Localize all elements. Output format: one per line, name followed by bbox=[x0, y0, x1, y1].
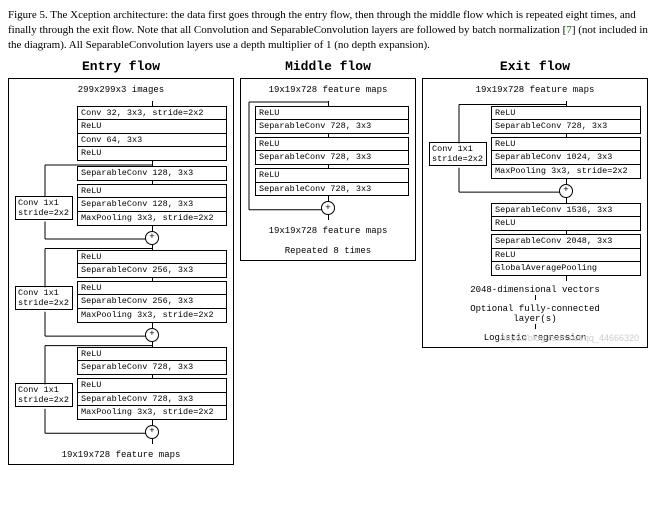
op-cell: SeparableConv 2048, 3x3 bbox=[491, 234, 641, 249]
connector bbox=[566, 179, 567, 184]
exit-vectors-label: 2048-dimensional vectors bbox=[429, 285, 641, 295]
entry-block1-b: ReLUSeparableConv 128, 3x3MaxPooling 3x3… bbox=[77, 184, 227, 226]
entry-skip-2: Conv 1x1 stride=2x2 bbox=[15, 286, 73, 310]
op-cell: SeparableConv 1536, 3x3 bbox=[491, 203, 641, 218]
exit-skip-1: Conv 1x1 stride=2x2 bbox=[429, 142, 487, 166]
exit-block2-a: SeparableConv 1536, 3x3ReLU bbox=[491, 203, 641, 231]
entry-skip-3: Conv 1x1 stride=2x2 bbox=[15, 383, 73, 407]
add-node: + bbox=[321, 201, 335, 215]
entry-stem-stack: Conv 32, 3x3, stride=2x2ReLUConv 64, 3x3… bbox=[77, 106, 227, 162]
op-cell: ReLU bbox=[77, 250, 227, 265]
op-cell: ReLU bbox=[491, 249, 641, 263]
exit-fc-label: Optional fully-connected layer(s) bbox=[429, 304, 641, 324]
op-cell: Conv 64, 3x3 bbox=[77, 134, 227, 148]
entry-input-label: 299x299x3 images bbox=[15, 85, 227, 95]
figure-caption: Figure 5. The Xception architecture: the… bbox=[8, 8, 658, 53]
entry-block3-b: ReLUSeparableConv 728, 3x3MaxPooling 3x3… bbox=[77, 378, 227, 420]
watermark-text: https://blog.csdn.net/qq_44666320 bbox=[501, 333, 639, 343]
entry-flow-column: Entry flow 299x299x3 images Conv 32, 3x3… bbox=[8, 59, 234, 465]
entry-flow-box: 299x299x3 images Conv 32, 3x3, stride=2x… bbox=[8, 78, 234, 465]
connector bbox=[566, 276, 567, 281]
op-cell: SeparableConv 728, 3x3 bbox=[255, 151, 409, 165]
op-cell: MaxPooling 3x3, stride=2x2 bbox=[491, 165, 641, 179]
entry-block1-a: SeparableConv 128, 3x3 bbox=[77, 166, 227, 181]
op-cell: MaxPooling 3x3, stride=2x2 bbox=[77, 309, 227, 323]
op-cell: SeparableConv 128, 3x3 bbox=[77, 166, 227, 181]
op-cell: MaxPooling 3x3, stride=2x2 bbox=[77, 406, 227, 420]
connector bbox=[152, 439, 153, 444]
connector bbox=[152, 226, 153, 231]
exit-block2-b: SeparableConv 2048, 3x3ReLUGlobalAverage… bbox=[491, 234, 641, 276]
op-cell: SeparableConv 256, 3x3 bbox=[77, 264, 227, 278]
op-cell: ReLU bbox=[77, 184, 227, 199]
middle-flow-box: 19x19x728 feature maps ReLUSeparableConv… bbox=[240, 78, 416, 262]
op-cell: ReLU bbox=[255, 168, 409, 183]
op-cell: SeparableConv 728, 3x3 bbox=[77, 393, 227, 407]
add-node: + bbox=[145, 425, 159, 439]
caption-body1: The Xception architecture: the data firs… bbox=[8, 9, 636, 36]
op-cell: SeparableConv 256, 3x3 bbox=[77, 295, 227, 309]
op-cell: GlobalAveragePooling bbox=[491, 262, 641, 276]
op-cell: ReLU bbox=[77, 378, 227, 393]
op-cell: ReLU bbox=[77, 281, 227, 296]
op-cell: Conv 32, 3x3, stride=2x2 bbox=[77, 106, 227, 121]
entry-block2-a: ReLUSeparableConv 256, 3x3 bbox=[77, 250, 227, 278]
middle-stack-c: ReLUSeparableConv 728, 3x3 bbox=[255, 168, 409, 196]
op-cell: ReLU bbox=[77, 120, 227, 134]
op-cell: SeparableConv 728, 3x3 bbox=[255, 120, 409, 134]
middle-stack-a: ReLUSeparableConv 728, 3x3 bbox=[255, 106, 409, 134]
exit-block1-a: ReLUSeparableConv 728, 3x3 bbox=[491, 106, 641, 134]
middle-stack-b: ReLUSeparableConv 728, 3x3 bbox=[255, 137, 409, 165]
entry-skip-1: Conv 1x1 stride=2x2 bbox=[15, 196, 73, 220]
entry-block2-b: ReLUSeparableConv 256, 3x3MaxPooling 3x3… bbox=[77, 281, 227, 323]
op-cell: SeparableConv 728, 3x3 bbox=[77, 361, 227, 375]
entry-output-label: 19x19x728 feature maps bbox=[15, 450, 227, 460]
op-cell: ReLU bbox=[491, 137, 641, 152]
op-cell: MaxPooling 3x3, stride=2x2 bbox=[77, 212, 227, 226]
connector bbox=[152, 323, 153, 328]
exit-block1-b: ReLUSeparableConv 1024, 3x3MaxPooling 3x… bbox=[491, 137, 641, 179]
caption-prefix: Figure 5. bbox=[8, 9, 50, 21]
op-cell: SeparableConv 728, 3x3 bbox=[255, 183, 409, 197]
exit-input-label: 19x19x728 feature maps bbox=[429, 85, 641, 95]
op-cell: ReLU bbox=[255, 137, 409, 152]
exit-flow-title: Exit flow bbox=[500, 59, 570, 74]
op-cell: SeparableConv 728, 3x3 bbox=[491, 120, 641, 134]
middle-repeat-note: Repeated 8 times bbox=[247, 246, 409, 256]
middle-flow-column: Middle flow 19x19x728 feature maps ReLUS… bbox=[240, 59, 416, 262]
op-cell: ReLU bbox=[491, 217, 641, 231]
op-cell: SeparableConv 128, 3x3 bbox=[77, 198, 227, 212]
entry-flow-title: Entry flow bbox=[82, 59, 160, 74]
op-cell: ReLU bbox=[255, 106, 409, 121]
op-cell: SeparableConv 1024, 3x3 bbox=[491, 151, 641, 165]
op-cell: ReLU bbox=[77, 347, 227, 362]
connector bbox=[535, 295, 536, 300]
op-cell: ReLU bbox=[77, 147, 227, 161]
op-cell: ReLU bbox=[491, 106, 641, 121]
middle-flow-title: Middle flow bbox=[285, 59, 371, 74]
add-node: + bbox=[145, 328, 159, 342]
architecture-diagram: Entry flow 299x299x3 images Conv 32, 3x3… bbox=[8, 59, 658, 465]
add-node: + bbox=[145, 231, 159, 245]
exit-flow-box: 19x19x728 feature maps Conv 1x1 stride=2… bbox=[422, 78, 648, 348]
middle-output-label: 19x19x728 feature maps bbox=[247, 226, 409, 236]
entry-block3-a: ReLUSeparableConv 728, 3x3 bbox=[77, 347, 227, 375]
connector bbox=[535, 324, 536, 329]
connector bbox=[328, 215, 329, 220]
add-node: + bbox=[559, 184, 573, 198]
middle-input-label: 19x19x728 feature maps bbox=[247, 85, 409, 95]
exit-flow-column: Exit flow 19x19x728 feature maps Conv 1x… bbox=[422, 59, 648, 348]
